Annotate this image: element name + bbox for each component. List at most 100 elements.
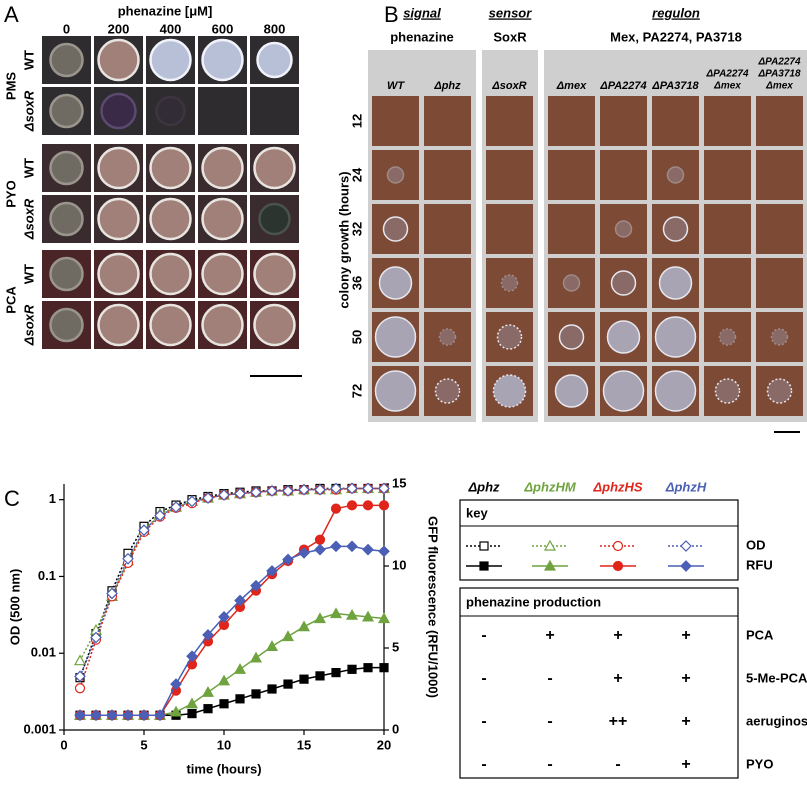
production-cell: - [481,670,486,687]
rfu-point [251,689,261,699]
key-marker [680,560,692,572]
rfu-point [249,651,263,663]
od-line [79,487,384,678]
rfu-point [169,705,183,717]
colony-tile [704,96,751,146]
colony [374,370,417,412]
time-label: 24 [349,167,364,182]
rfu-point [331,667,341,678]
time-label: 36 [349,276,364,290]
rfu-point [298,547,310,559]
colony [658,266,693,300]
od-point [138,524,150,537]
x-tick-label: 15 [297,737,311,752]
colony [766,378,793,404]
y2-tick-label: 0 [392,721,399,736]
panel-label: A [4,2,19,27]
colony [155,95,186,127]
colony [49,256,84,292]
rfu-point [201,686,215,697]
rfu-point [346,500,358,511]
strain-label: ΔsoxR [491,80,526,92]
colony [201,146,244,190]
rfu-point [267,684,277,694]
production-cell: - [481,756,486,773]
colony [149,303,192,347]
rfu-point [378,545,390,558]
colony [201,197,244,241]
colony [97,197,140,241]
colony-tile [756,96,803,146]
panel-label: C [4,486,20,511]
production-row-label: PCA [746,627,774,642]
production-cell: + [681,713,690,730]
key-row-label: RFU [746,557,773,572]
production-cell: + [681,670,690,687]
colony [374,316,417,358]
colony [49,42,84,78]
key-marker [479,561,489,571]
production-cell: ++ [609,713,628,730]
plate-tile [250,87,299,135]
panel-label: B [384,2,399,27]
colony [434,378,461,404]
colony-tile [756,204,803,254]
rfu-point [345,608,359,620]
y-tick-label: 0.01 [31,645,56,660]
y-axis-label: OD (500 nm) [7,569,22,646]
colony-tile [600,96,647,146]
od-point [186,495,198,508]
od-line [79,487,384,662]
colony [201,38,244,82]
colony [253,252,296,296]
rfu-point [362,500,374,511]
rfu-point [363,663,373,673]
group-label: PYO [3,180,18,207]
colony [201,303,244,347]
legend-strain: ΔphzHS [592,479,642,494]
rfu-point [265,640,279,651]
colony [253,146,296,190]
group-subtitle: SoxR [493,29,527,44]
strain-label: Δmex [765,81,793,92]
colony [610,270,637,296]
rfu-point [299,674,309,684]
production-cell: - [547,756,552,773]
rfu-point [314,543,326,556]
time-label: 32 [349,222,364,236]
rfu-point [186,650,198,663]
colony [49,201,84,237]
rfu-point [329,607,343,619]
od-line [79,487,384,689]
rfu-point [346,540,358,553]
row-label: WT [21,264,36,284]
colony-tile [486,96,533,146]
key-marker [543,559,557,571]
od-point [170,501,182,513]
od-point [266,485,278,497]
key-marker [612,540,624,552]
row-label: ΔsoxR [21,90,36,132]
x-tick-label: 10 [217,737,231,752]
row-label: WT [21,50,36,70]
od-point [250,486,262,499]
od-point [330,482,342,495]
strain-label: Δphz [433,80,461,92]
colony [258,202,291,236]
strain-label: ΔPA3718 [651,80,699,92]
y-tick-label: 1 [49,491,56,506]
od-point [73,654,87,666]
time-label: 72 [349,384,364,398]
production-cell: + [681,627,690,644]
od-point [282,485,294,497]
colony [714,378,741,404]
od-point [218,489,230,501]
colony [438,328,457,346]
key-title: key [466,505,488,520]
concentration-label: 600 [212,21,234,36]
colony [500,274,519,292]
colony [654,370,697,412]
colony [149,38,192,82]
rfu-point [187,708,197,719]
colony [49,93,84,129]
